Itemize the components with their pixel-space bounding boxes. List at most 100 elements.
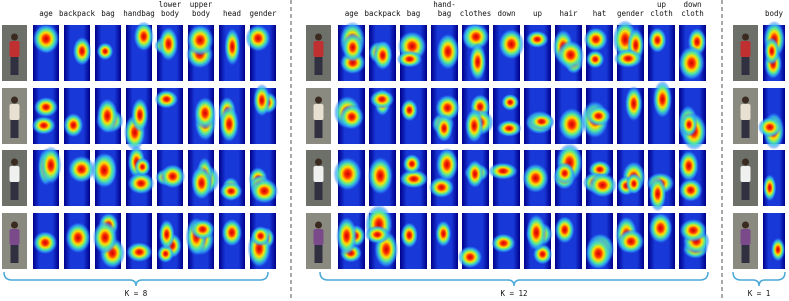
heatmap-blob [33,96,59,118]
column-header: up [533,9,543,18]
heatmap-blob [770,237,786,262]
photo-body [313,229,324,245]
heatmap [648,80,675,144]
heatmap [219,25,245,81]
heatmap [763,20,786,81]
heatmap-blob [253,83,271,117]
photo-body [313,104,324,120]
heatmap [648,212,675,269]
heatmap-blob [63,112,84,138]
person-photo [733,213,758,269]
heatmap-blob [92,220,118,255]
heatmap-blob [435,147,459,182]
photo-legs [314,245,323,263]
heatmap [462,88,494,144]
heatmap-blob [336,216,358,256]
column-header: age [345,9,359,18]
brace [319,271,709,287]
heatmap [553,143,583,206]
heatmap [333,88,365,144]
person-photo [2,88,27,144]
heatmap [338,21,366,81]
heatmap [367,150,396,206]
heatmap-blob [365,225,390,244]
heatmap-blob [554,162,575,185]
photo-head [315,221,322,229]
heatmap-blob [680,112,698,137]
heatmap-blob [367,156,394,195]
column-header: up [657,0,667,9]
heatmap-blob [250,225,271,247]
heatmap-blob [464,108,484,144]
person-photo [306,88,331,144]
heatmap [612,20,645,81]
column-header: clothes [460,9,492,18]
column-header: down [497,9,515,18]
person-photo [2,25,27,81]
column-header: handbag [123,9,155,18]
person-photo [733,25,758,81]
heatmap [64,150,95,206]
heatmap-blob [32,23,60,54]
heatmap-blob [160,164,186,189]
heatmap [186,24,214,81]
heatmap [157,213,183,269]
k-label: K = 1 [748,289,771,298]
heatmap [336,213,366,269]
heatmap [554,213,582,269]
heatmap-blob [457,245,483,269]
heatmap [247,213,276,269]
heatmap-blob [585,50,605,69]
column-header: hair [559,9,578,18]
heatmap [154,88,183,144]
heatmap [64,213,91,269]
heatmap-blob [435,220,452,248]
heatmap [95,25,121,81]
heatmap [154,25,183,81]
heatmap-blob [469,42,487,82]
column-header: backpack [59,9,96,18]
heatmap [95,88,124,144]
heatmap [33,146,62,206]
heatmap-blob [435,114,453,143]
heatmap-blob [558,107,586,142]
photo-head [11,158,18,166]
heatmap [763,213,786,269]
column-header: gender [249,9,277,18]
heatmap-blob [585,237,612,270]
photo-head [11,33,18,41]
photo-body [9,104,20,120]
heatmap [431,88,460,144]
photo-head [742,96,749,104]
column-header: backpack [364,9,401,18]
heatmap-blob [369,89,395,109]
heatmap-blob [491,233,516,253]
column-header: upper [190,0,213,9]
heatmap-blob [678,45,705,81]
photo-legs [10,245,19,263]
photo-head [11,96,18,104]
column-header: body [765,9,784,18]
heatmap [428,147,459,206]
column-header: gender [617,9,645,18]
heatmap-blob [219,105,240,143]
person-photo [2,213,27,269]
heatmap-blob [191,166,212,200]
heatmap-blob [219,181,243,201]
heatmap-blob [496,119,522,137]
heatmap [491,213,520,269]
photo-legs [314,57,323,75]
heatmap [91,150,121,206]
column-header: hand- [433,0,456,9]
heatmap [582,150,617,206]
heatmap-blob [428,176,455,199]
heatmap-blob [339,104,365,130]
heatmap [368,25,396,81]
heatmap [126,21,154,81]
heatmap-blob [40,146,62,185]
heatmap-blob [554,215,575,244]
k-label: K = 12 [500,289,527,298]
heatmap-blob [648,212,673,244]
column-header: bag [101,9,115,18]
heatmap [583,25,613,81]
